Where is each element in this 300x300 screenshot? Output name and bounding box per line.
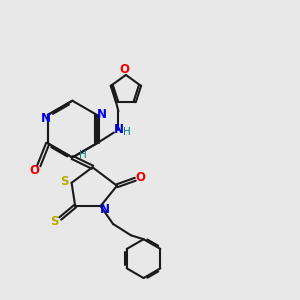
- Text: N: N: [41, 112, 51, 125]
- Text: O: O: [136, 171, 146, 184]
- Text: S: S: [50, 215, 58, 228]
- Text: N: N: [100, 203, 110, 216]
- Text: S: S: [60, 175, 68, 188]
- Text: N: N: [97, 108, 107, 122]
- Text: N: N: [113, 123, 123, 136]
- Text: H: H: [123, 127, 131, 137]
- Text: H: H: [79, 150, 86, 160]
- Text: O: O: [29, 164, 39, 177]
- Text: O: O: [119, 63, 129, 76]
